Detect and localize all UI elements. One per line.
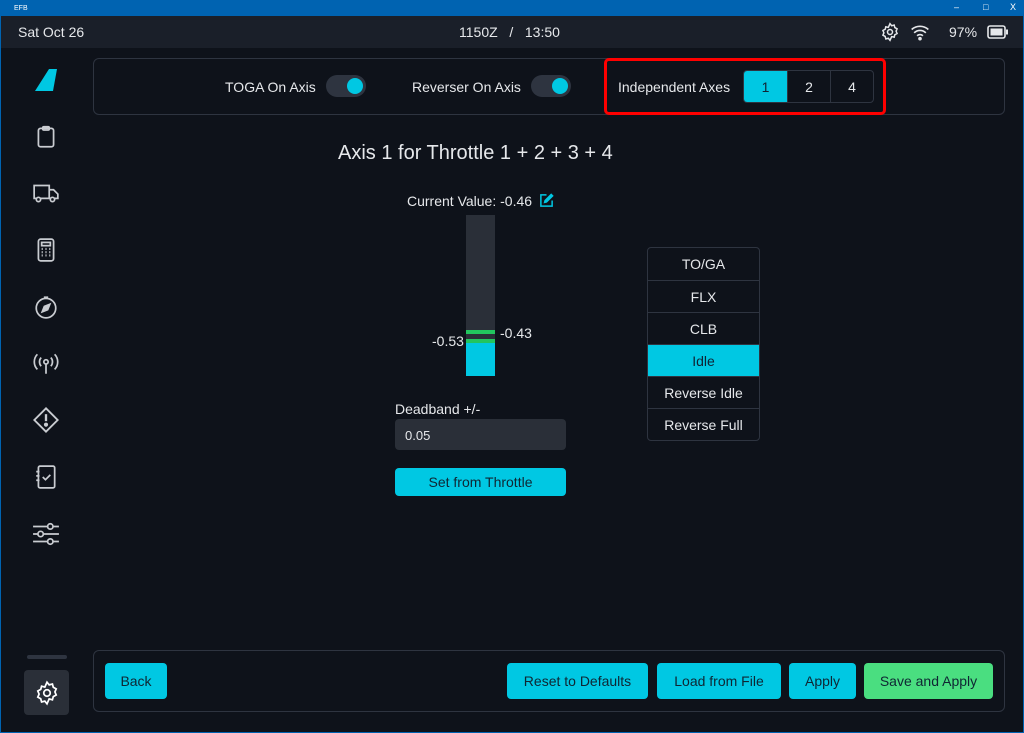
battery-percent: 97% <box>949 24 978 40</box>
footer-panel <box>93 650 1005 712</box>
checklist-icon[interactable] <box>30 461 62 493</box>
toggle-knob <box>552 78 568 94</box>
sidebar-item-settings[interactable] <box>24 670 69 715</box>
truck-icon[interactable] <box>30 177 62 209</box>
warning-icon[interactable] <box>30 404 62 436</box>
clipboard-icon[interactable] <box>30 121 62 153</box>
detent-list: TO/GA FLX CLB Idle Reverse Idle Reverse … <box>647 247 760 441</box>
axes-option-4[interactable]: 4 <box>830 71 873 102</box>
edit-icon[interactable] <box>539 193 554 208</box>
reset-defaults-button[interactable]: Reset to Defaults <box>507 663 648 699</box>
detent-clb[interactable]: CLB <box>648 312 759 344</box>
independent-axes-selector: 1 2 4 <box>743 70 874 103</box>
status-bar: Sat Oct 26 1150Z / 13:50 97% <box>1 16 1023 48</box>
time: 1150Z / 13:50 <box>459 24 560 40</box>
maximize-button[interactable]: □ <box>983 2 989 12</box>
toggle-knob <box>347 78 363 94</box>
close-button[interactable]: X <box>1010 2 1017 12</box>
antenna-icon[interactable] <box>30 348 62 380</box>
axes-option-1[interactable]: 1 <box>744 71 787 102</box>
apply-button[interactable]: Apply <box>789 663 856 699</box>
reverser-toggle[interactable] <box>531 75 571 97</box>
window-frame <box>0 16 1024 733</box>
sidebar-divider <box>27 655 67 659</box>
sliders-icon[interactable] <box>30 518 62 550</box>
detent-reverse-idle[interactable]: Reverse Idle <box>648 376 759 408</box>
minimize-button[interactable]: – <box>954 2 960 12</box>
compass-icon[interactable] <box>30 291 62 323</box>
gear-icon <box>34 680 60 706</box>
lower-deadband-line <box>466 339 495 343</box>
options-panel <box>93 58 1005 115</box>
detent-reverse-full[interactable]: Reverse Full <box>648 408 759 440</box>
deadband-input[interactable]: 0.05 <box>395 419 566 450</box>
date: Sat Oct 26 <box>18 24 85 40</box>
throttle-fill <box>466 340 495 376</box>
detent-flx[interactable]: FLX <box>648 280 759 312</box>
window-titlebar: EFB – □ X <box>0 0 1024 16</box>
throttle-bar <box>466 215 495 376</box>
set-from-throttle-button[interactable]: Set from Throttle <box>395 468 566 496</box>
highlight-box <box>604 58 886 115</box>
reverser-label: Reverser On Axis <box>412 79 521 95</box>
back-button[interactable]: Back <box>105 663 167 699</box>
axes-option-2[interactable]: 2 <box>787 71 830 102</box>
independent-axes-label: Independent Axes <box>618 79 731 95</box>
load-from-file-button[interactable]: Load from File <box>657 663 781 699</box>
toga-toggle[interactable] <box>326 75 366 97</box>
upper-bound-label: -0.43 <box>500 325 532 341</box>
save-and-apply-button[interactable]: Save and Apply <box>864 663 993 699</box>
calculator-icon[interactable] <box>30 234 62 266</box>
upper-deadband-line <box>466 330 495 334</box>
axis-title: Axis 1 for Throttle 1 + 2 + 3 + 4 <box>338 142 613 164</box>
toga-label: TOGA On Axis <box>225 79 316 95</box>
battery-icon <box>987 25 1009 39</box>
detent-toga[interactable]: TO/GA <box>681 256 726 272</box>
detent-idle[interactable]: Idle <box>648 344 759 376</box>
deadband-label: Deadband +/- <box>395 401 481 417</box>
window-title: EFB <box>14 4 28 12</box>
current-value: Current Value: -0.46 <box>407 193 533 209</box>
logo[interactable] <box>30 64 62 96</box>
wifi-icon <box>910 23 930 41</box>
lower-bound-label: -0.53 <box>432 333 464 349</box>
gear-icon[interactable] <box>880 22 900 42</box>
